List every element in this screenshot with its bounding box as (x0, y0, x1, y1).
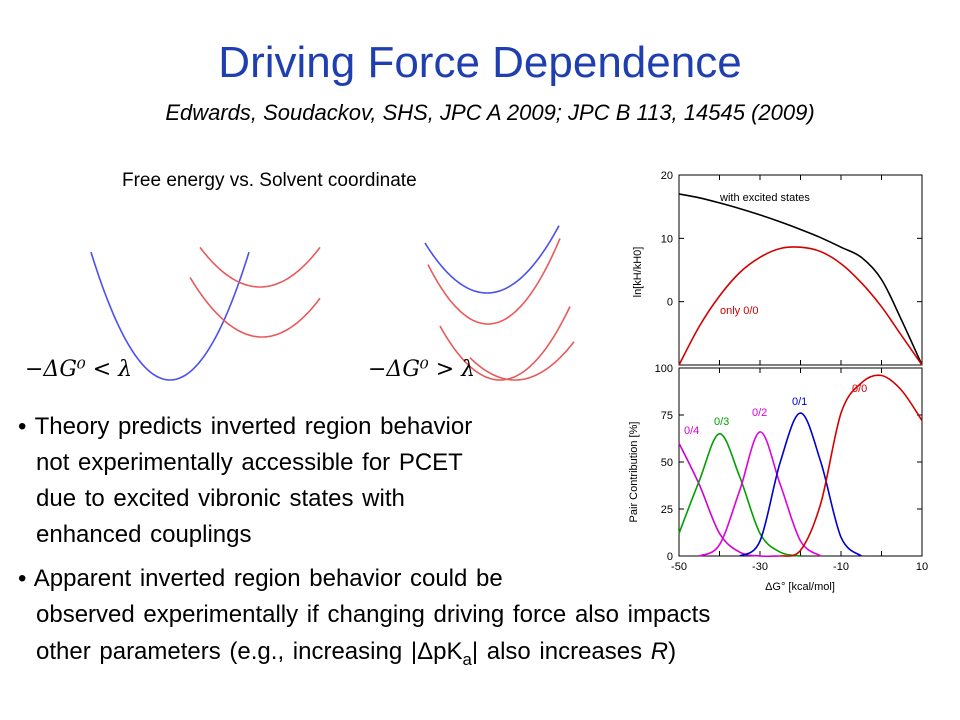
slide-title: Driving Force Dependence (218, 38, 742, 87)
chart-rate-constant: 20 10 0 with excited states only 0/0 ln[kH/kH… (632, 170, 923, 366)
bottom-ytick-label: 0 (667, 551, 673, 563)
bottom-label-0-4: 0/4 (684, 425, 699, 437)
top-label-only00: only 0/0 (720, 305, 759, 317)
middle-schematic (424, 225, 575, 381)
right-condition-label: −ΔG⁰ > λ (368, 357, 475, 382)
left-red-parabola-lower (189, 276, 321, 338)
left-red-parabola-upper (199, 246, 321, 288)
left-schematic (90, 246, 321, 381)
bottom-xtick-label: -30 (752, 561, 768, 573)
chart-pair-contribution: 100 75 50 25 0-50 -30 -10 10 0/4 0/3 0/2 0/1 0/0 Pair… (628, 363, 928, 593)
top-ytick-label: 10 (661, 233, 673, 245)
left-blue-parabola (90, 251, 250, 381)
bullet1-line3: due to excited vibronic states with (36, 485, 405, 512)
top-label-excited: with excited states (719, 192, 810, 204)
middle-red-parabola-3 (469, 341, 575, 381)
bottom-series-0-3 (678, 433, 801, 557)
pk-label: pK (433, 638, 463, 665)
citation-subtitle: Edwards, Soudackov, SHS, JPC A 2009; JPC… (165, 100, 815, 125)
bottom-xtick-label: -50 (671, 561, 687, 573)
bottom-label-0-1: 0/1 (792, 396, 807, 408)
bottom-series-0-1 (739, 412, 862, 557)
top-ytick-label: 0 (667, 297, 673, 309)
bullet1-line2: not experimentally accessible for PCET (36, 449, 463, 476)
bottom-xtick-label: -10 (833, 561, 849, 573)
pk-subscript: a (462, 649, 472, 669)
r-symbol: R (650, 638, 669, 665)
bullet2-line3-end: ) (668, 638, 677, 665)
bullet2-line3-post: | also increases (471, 638, 651, 665)
bullet2-line3-pre: other parameters (e.g., increasing | (36, 638, 418, 665)
top-ytick-label: 20 (661, 170, 673, 182)
bottom-ytick-label: 50 (661, 457, 673, 469)
bottom-label-0-3: 0/3 (714, 416, 729, 428)
bottom-series-0-2 (698, 431, 822, 557)
bottom-ytick-label: 25 (661, 504, 673, 516)
top-ylabel: ln[kH/kH0] (632, 247, 644, 298)
middle-red-parabola-1 (427, 238, 561, 325)
bottom-xtick-label: 10 (916, 561, 928, 573)
bullet2-line3: other parameters (e.g., increasing |ΔpKa… (36, 638, 676, 670)
bottom-label-0-0: 0/0 (852, 383, 867, 395)
bottom-label-0-2: 0/2 (752, 407, 767, 419)
delta-glyph: Δ (417, 638, 434, 665)
left-condition-label: −ΔG⁰ < λ (25, 357, 132, 382)
top-series-with-excited-states (678, 193, 923, 366)
bottom-ytick-label: 75 (661, 410, 673, 422)
bottom-ylabel: Pair Contribution [%] (628, 422, 640, 523)
bullet2-line2: observed experimentally if changing driv… (36, 601, 711, 628)
bullet1-line4: enhanced couplings (36, 521, 252, 548)
bottom-series-0-4 (678, 442, 781, 558)
bullet1-line1: • Theory predicts inverted region behavi… (18, 413, 473, 440)
top-series-only-0-0 (678, 246, 923, 366)
middle-blue-parabola (424, 225, 560, 294)
bullet2-line1: • Apparent inverted region behavior coul… (18, 565, 503, 592)
bottom-ytick-label: 100 (655, 363, 673, 375)
curves-caption: Free energy vs. Solvent coordinate (122, 170, 417, 191)
bottom-series-0-0 (780, 374, 923, 557)
bottom-xlabel: ΔG° [kcal/mol] (765, 581, 835, 593)
